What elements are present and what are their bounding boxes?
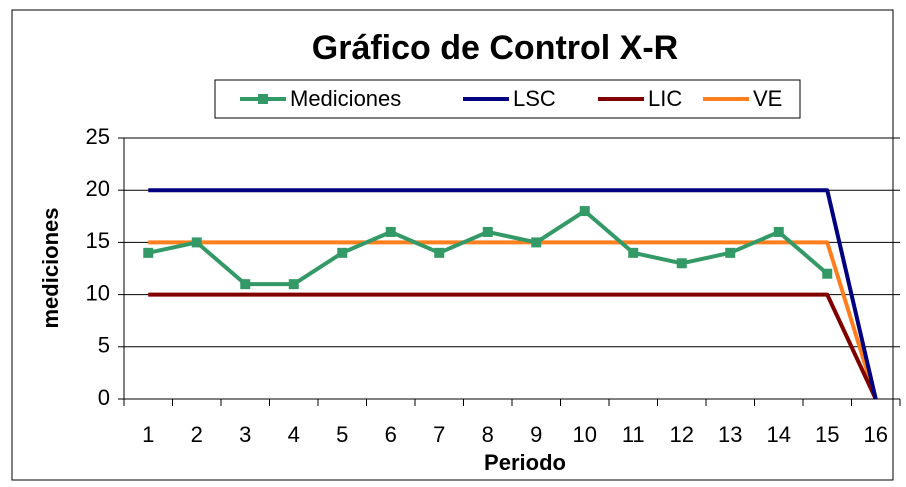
data-point (337, 247, 348, 258)
chart-title: Gráfico de Control X-R (312, 29, 678, 67)
x-tick-label: 7 (433, 422, 445, 447)
data-point (191, 237, 202, 248)
data-point (482, 226, 493, 237)
data-point (822, 268, 833, 279)
x-tick-label: 9 (530, 422, 542, 447)
series-line (148, 292, 878, 400)
x-tick-label: 5 (336, 422, 348, 447)
data-point (240, 279, 251, 290)
series-line (148, 188, 878, 400)
legend-label: LSC (513, 86, 556, 111)
y-tick-label: 25 (86, 124, 110, 149)
x-tick-label: 6 (385, 422, 397, 447)
x-tick-label: 1 (142, 422, 154, 447)
data-point (531, 237, 542, 248)
legend-label: VE (753, 86, 782, 111)
data-point (434, 247, 445, 258)
x-tick-label: 12 (670, 422, 694, 447)
x-tick-label: 13 (718, 422, 742, 447)
data-point (385, 226, 396, 237)
y-tick-label: 0 (98, 385, 110, 410)
y-tick-label: 20 (86, 176, 110, 201)
data-point (725, 247, 736, 258)
x-tick-label: 16 (864, 422, 888, 447)
x-axis-label: Periodo (484, 450, 566, 475)
y-tick-label: 15 (86, 228, 110, 253)
legend-label: Mediciones (290, 86, 401, 111)
x-tick-label: 15 (815, 422, 839, 447)
data-point (288, 279, 299, 290)
data-point (628, 247, 639, 258)
x-tick-label: 3 (239, 422, 251, 447)
data-point (143, 247, 154, 258)
legend-marker (258, 94, 268, 104)
y-axis-label: mediciones (38, 207, 63, 328)
x-tick-label: 2 (191, 422, 203, 447)
x-tick-label: 11 (622, 422, 645, 447)
x-tick-label: 4 (288, 422, 300, 447)
y-tick-label: 5 (98, 333, 110, 358)
x-tick-label: 8 (482, 422, 494, 447)
x-tick-label: 14 (767, 422, 791, 447)
x-tick-label: 10 (573, 422, 597, 447)
y-tick-label: 10 (86, 280, 110, 305)
data-point (579, 206, 590, 217)
data-point (773, 226, 784, 237)
legend-label: LIC (648, 86, 682, 111)
data-point (676, 258, 687, 269)
